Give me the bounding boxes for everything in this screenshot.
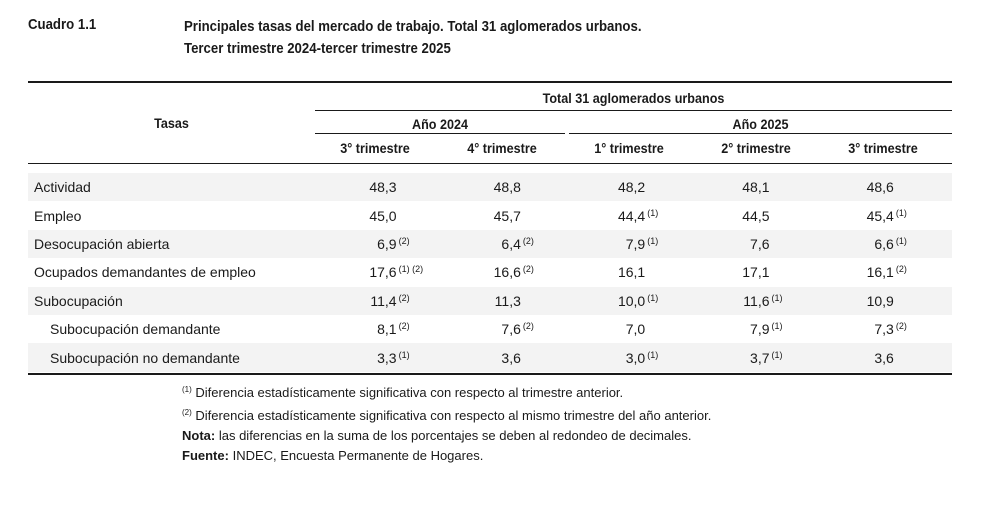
year-2024-rule <box>315 133 565 134</box>
cell: 44,4 (1) <box>617 207 659 224</box>
row-label: Desocupación abierta <box>28 229 331 259</box>
header-quarter-3: 1° trimestre <box>594 140 664 156</box>
table-title: Principales tasas del mercado de trabajo… <box>184 16 642 60</box>
table-row: Empleo 45,0 45,7 44,4 (1) 44,5 45,4 (1) <box>28 201 952 229</box>
title-line-2: Tercer trimestre 2024-tercer trimestre 2… <box>184 40 451 57</box>
cell: 7,6 (2) <box>501 321 534 338</box>
table-row: Subocupación 11,4 (2) 11,3 10,0 (1) 11,6 (1… <box>28 286 952 315</box>
header-year-2024: Año 2024 <box>411 116 469 132</box>
row-label: Subocupación <box>28 286 331 315</box>
row-label: Actividad <box>28 173 331 202</box>
row-label: Empleo <box>34 207 82 224</box>
header-row-label: Tasas <box>154 115 189 131</box>
cell: 10,0 (1) <box>579 286 704 315</box>
cell: 48,1 <box>703 173 828 202</box>
cell: 6,6 (1) <box>827 229 952 259</box>
bottom-rule <box>28 373 952 375</box>
cell: 48,3 <box>330 173 455 202</box>
header-year-2025: Año 2025 <box>732 116 789 132</box>
cell: 8,1 (2) <box>377 321 410 338</box>
table-row: Subocupación no demandante 3,3 (1) 3,6 3,… <box>28 343 952 372</box>
header-group-label: Total 31 aglomerados urbanos <box>542 90 725 106</box>
header-quarter-4: 2° trimestre <box>721 140 791 156</box>
cell: 7,9 (1) <box>579 229 704 259</box>
header-quarter-1: 3° trimestre <box>340 140 410 156</box>
row-label: Subocupación no demandante <box>28 343 331 372</box>
title-line-1: Principales tasas del mercado de trabajo… <box>184 18 642 35</box>
cell: 3,6 <box>827 343 952 372</box>
footnote-2: (2) Diferencia estadísticamente signific… <box>182 408 712 423</box>
table-row: Subocupación demandante 8,1 (2) 7,6 (2) 7,… <box>28 315 952 343</box>
top-rule <box>28 81 952 83</box>
cell: 11,3 <box>454 286 580 315</box>
table-row: Desocupación abierta 6,9 (2) 6,4 (2) 7,9 (1… <box>28 229 952 259</box>
cell: 7,0 <box>625 321 646 338</box>
footnote-1: (1) Diferencia estadísticamente signific… <box>182 385 624 400</box>
cell: 6,9 (2) <box>330 229 455 259</box>
cell: 16,1 <box>617 264 646 281</box>
fuente: Fuente: INDEC, Encuesta Permanente de Ho… <box>182 448 484 463</box>
footnotes: (1) Diferencia estadísticamente signific… <box>182 380 711 466</box>
cell: 7,9 (1) <box>750 321 783 338</box>
header-bottom-rule <box>28 163 952 164</box>
cell: 45,4 (1) <box>866 207 907 224</box>
cell: 7,3 (2) <box>874 321 907 338</box>
nota: Nota: las diferencias en la suma de los … <box>182 428 692 443</box>
cell: 11,4 (2) <box>330 286 455 315</box>
table-row: Actividad 48,3 48,8 48,2 48,1 48,6 <box>28 173 952 202</box>
cell: 10,9 <box>827 286 952 315</box>
cell: 3,7 (1) <box>703 343 828 372</box>
cell: 3,6 <box>454 343 580 372</box>
cell: 48,6 <box>827 173 952 202</box>
table-number: Cuadro 1.1 <box>28 16 97 33</box>
row-label: Ocupados demandantes de empleo <box>34 264 256 281</box>
cell: 44,5 <box>742 207 770 224</box>
cell: 16,6 (2) <box>493 264 534 281</box>
cell: 3,3 (1) <box>330 343 455 372</box>
header-quarter-2: 4° trimestre <box>467 140 537 156</box>
cell: 11,6 (1) <box>703 286 828 315</box>
cell: 17,6 (1) (2) <box>369 264 424 281</box>
data-table: Actividad 48,3 48,8 48,2 48,1 48,6 Emple… <box>28 173 952 372</box>
year-2025-rule <box>569 133 952 134</box>
cell: 45,0 <box>369 207 397 224</box>
group-rule <box>315 110 952 111</box>
cell: 6,4 (2) <box>454 229 580 259</box>
cell: 3,0 (1) <box>579 343 704 372</box>
cell: 7,6 <box>703 229 828 259</box>
cell: 45,7 <box>493 207 521 224</box>
cell: 48,2 <box>579 173 704 202</box>
cell: 48,8 <box>454 173 580 202</box>
row-label: Subocupación demandante <box>50 321 221 338</box>
cell: 17,1 <box>742 264 770 281</box>
header-quarter-5: 3° trimestre <box>848 140 918 156</box>
table-row: Ocupados demandantes de empleo 17,6 (1) (… <box>28 258 952 286</box>
cell: 16,1 (2) <box>866 264 907 281</box>
